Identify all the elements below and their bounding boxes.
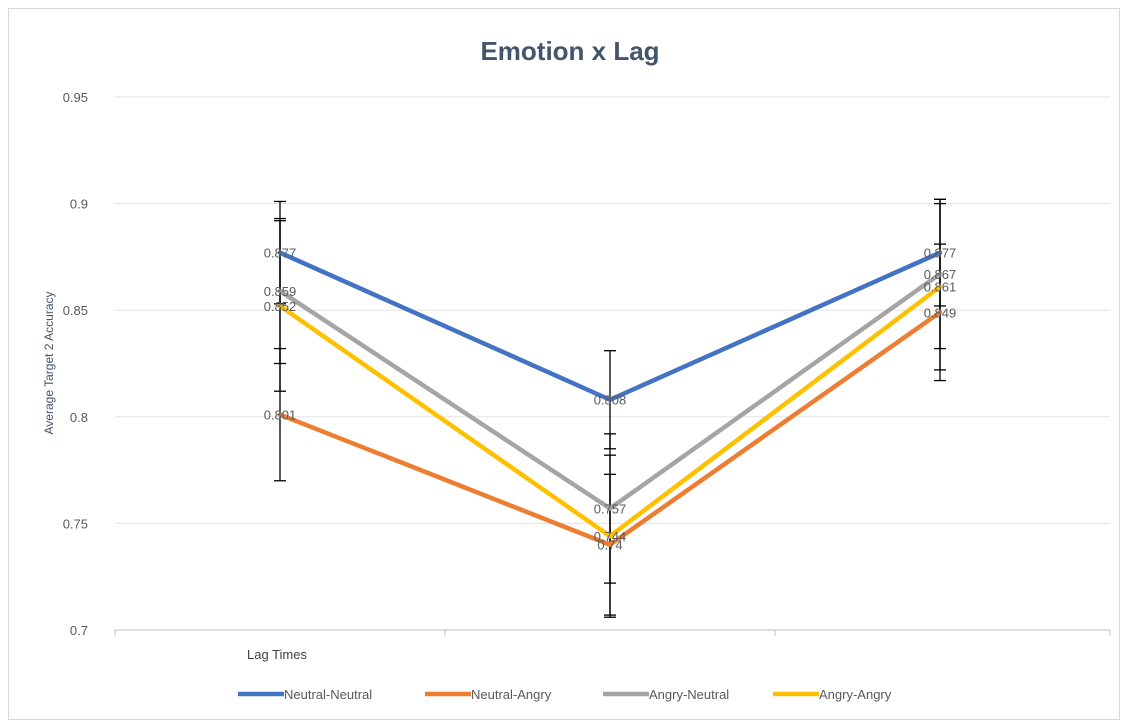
data-label: 0.861 (924, 280, 957, 295)
y-axis-label: Average Target 2 Accuracy (42, 292, 56, 435)
y-tick-label: 0.8 (70, 410, 88, 425)
data-label: 0.801 (264, 408, 297, 423)
data-label: 0.744 (594, 529, 627, 544)
series-line-angry-neutral (277, 271, 943, 511)
legend-label: Angry-Angry (819, 687, 892, 702)
data-label: 0.74 (597, 538, 622, 553)
y-tick-label: 0.75 (63, 516, 88, 531)
legend-label: Neutral-Angry (471, 687, 552, 702)
legend-label: Angry-Neutral (649, 687, 729, 702)
y-tick-label: 0.9 (70, 197, 88, 212)
legend-item: Angry-Angry (773, 687, 892, 702)
x-axis-label: Lag Times (247, 647, 307, 662)
y-tick-label: 0.95 (63, 90, 88, 105)
y-tick-labels: 0.7 0.75 0.8 0.85 0.9 0.95 (63, 90, 88, 638)
legend: Neutral-Neutral Neutral-Angry Angry-Neutra… (238, 687, 892, 702)
data-label: 0.808 (594, 393, 627, 408)
legend-item: Neutral-Angry (425, 687, 552, 702)
series-line-neutral-angry (277, 310, 943, 547)
data-label: 0.852 (264, 299, 297, 314)
data-label: 0.867 (924, 267, 957, 282)
data-labels: 0.877 0.808 0.877 0.801 0.74 0.849 0.859 0.757 0… (264, 246, 957, 553)
data-label: 0.877 (924, 246, 957, 261)
y-tick-label: 0.85 (63, 303, 88, 318)
data-label: 0.877 (264, 246, 297, 261)
data-label: 0.849 (924, 305, 957, 320)
y-tick-label: 0.7 (70, 623, 88, 638)
chart-title: Emotion x Lag (480, 36, 659, 66)
series-lines (277, 250, 943, 547)
series-line-angry-angry (277, 284, 943, 539)
legend-item: Angry-Neutral (603, 687, 729, 702)
series-line-neutral-neutral (277, 250, 943, 402)
legend-item: Neutral-Neutral (238, 687, 372, 702)
error-bars (274, 198, 946, 618)
legend-label: Neutral-Neutral (284, 687, 372, 702)
x-axis (114, 630, 1111, 636)
data-label: 0.859 (264, 284, 297, 299)
data-label: 0.757 (594, 501, 627, 516)
chart-frame (8, 8, 1120, 720)
